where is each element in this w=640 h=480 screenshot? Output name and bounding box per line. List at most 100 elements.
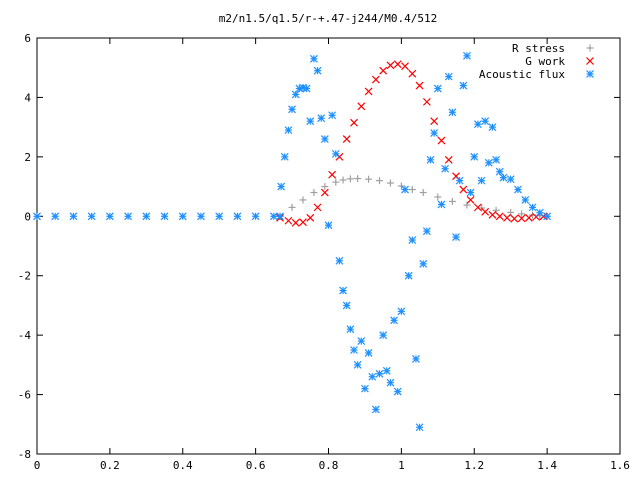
data-point [269,212,278,221]
series-g-work [276,60,548,227]
data-point [306,213,315,222]
data-point [422,227,431,236]
data-point [197,212,205,221]
data-point [415,423,424,432]
data-point [51,212,60,221]
data-point [379,66,388,75]
data-point [313,203,322,212]
data-point [452,233,460,242]
data-point [521,196,530,204]
data-point [33,212,41,221]
data-point [397,307,406,316]
chart-title: m2/n1.5/q1.5/r-+.47-j244/M0.4/512 [219,12,438,25]
data-point [492,206,500,214]
data-point [397,182,405,190]
data-point [404,271,413,280]
data-point [459,81,468,90]
ticks: 0 0.2 0.4 0.6 0.8 1 1.2 1.4 1.6 6 4 2 0 -2 -4 -6 -8 [18,32,630,472]
data-point [328,170,337,179]
y-tick-label: -6 [18,389,31,402]
data-point [488,123,497,132]
data-point [408,186,416,194]
data-point [320,188,329,197]
data-point [441,164,450,173]
data-point [306,117,315,126]
y-tick-label: -2 [18,270,31,283]
data-point [514,185,522,194]
data-point [299,196,307,204]
data-point [346,175,354,183]
data-point [499,173,508,182]
data-point [302,84,311,93]
legend-label: R stress [512,42,565,55]
marks [33,51,552,432]
data-point [379,331,388,340]
axes [36,37,621,455]
data-point [288,203,296,211]
data-point [105,212,114,221]
data-point [386,378,395,387]
data-point [434,193,442,201]
data-point [364,87,373,96]
data-point [477,176,486,185]
data-point [430,129,439,138]
data-point [324,221,333,230]
data-point [350,118,358,127]
legend-marker [586,70,594,78]
data-point [430,117,439,126]
data-point [463,51,471,60]
data-point [517,214,526,223]
data-point [481,117,490,126]
data-point [354,175,362,183]
data-point [412,354,420,363]
legend-marker [586,44,594,52]
data-point [339,286,347,295]
data-point [320,135,329,143]
data-point [364,349,373,357]
data-point [321,183,329,191]
data-point [313,66,322,75]
x-tick-label: 0.8 [319,459,339,472]
data-point [342,135,351,143]
data-point [393,387,402,396]
data-point [317,114,326,123]
data-point [386,61,395,70]
data-point [506,175,515,184]
data-point [455,176,464,185]
data-point [481,207,490,216]
data-point [332,178,340,186]
data-point [365,175,373,183]
data-point [233,212,242,221]
series-r-stress [276,175,551,220]
data-point [488,210,497,219]
x-tick-label: 1.4 [537,459,557,472]
data-point [299,218,307,227]
data-point [408,236,417,244]
data-point [291,90,300,99]
data-point [328,111,337,120]
data-point [69,212,78,221]
x-tick-label: 1 [398,459,405,472]
data-point [142,212,151,221]
x-tick-label: 0.6 [246,459,266,472]
data-point [371,405,380,414]
legend-label: G work [525,55,565,68]
data-point [284,126,293,135]
y-tick-label: 4 [24,91,31,104]
data-point [178,212,187,221]
y-tick-label: 6 [24,32,31,45]
x-tick-label: 0.4 [173,459,193,472]
data-point [484,158,493,167]
data-point [495,167,504,176]
data-point [353,360,362,369]
data-point [408,69,417,78]
data-point [375,369,384,378]
data-point [357,102,366,111]
data-point [448,108,457,117]
data-point [386,179,394,187]
data-point [284,216,293,225]
data-point [543,212,552,221]
data-point [419,189,427,197]
